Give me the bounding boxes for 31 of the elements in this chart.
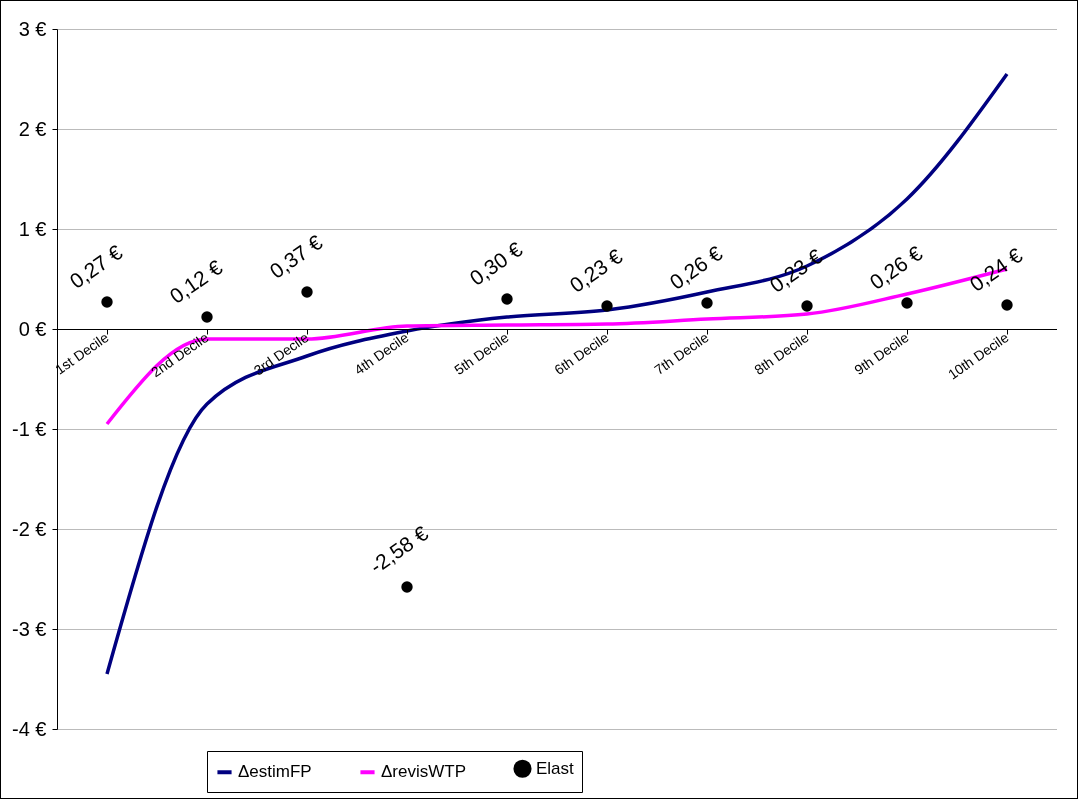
y-tick-label: -3 € xyxy=(12,617,47,640)
data-label: 0,23 € xyxy=(565,244,627,297)
y-tick-label: -4 € xyxy=(12,717,47,740)
point xyxy=(401,581,413,593)
point xyxy=(701,297,713,309)
point xyxy=(601,300,613,312)
y-tick-label: 1 € xyxy=(18,217,47,240)
data-label: -2,58 € xyxy=(365,521,433,578)
y-tick-label: 2 € xyxy=(18,117,47,140)
legend-label: ΔrevisWTP xyxy=(381,762,467,782)
y-tick-label: 3 € xyxy=(18,17,47,40)
data-label: 0,26 € xyxy=(665,241,727,294)
point xyxy=(301,286,313,298)
point xyxy=(801,300,813,312)
data-label: 0,26 € xyxy=(865,241,927,294)
data-label: 0,24 € xyxy=(965,243,1027,296)
point xyxy=(1001,299,1013,311)
data-label: 0,27 € xyxy=(65,240,127,293)
point xyxy=(201,311,213,323)
y-tick-label: -2 € xyxy=(12,517,47,540)
point xyxy=(501,293,513,305)
data-label: 0,30 € xyxy=(465,237,527,290)
data-label: 0,12 € xyxy=(165,255,227,308)
data-label: 0,37 € xyxy=(265,230,327,283)
legend-label: ΔestimFP xyxy=(238,762,312,782)
data-label: 0,23 € xyxy=(765,244,827,297)
point xyxy=(101,296,113,308)
y-tick-label: -1 € xyxy=(12,417,47,440)
legend-label: Elast xyxy=(536,758,575,778)
y-tick-label: 0 € xyxy=(18,317,47,340)
point xyxy=(901,297,913,309)
